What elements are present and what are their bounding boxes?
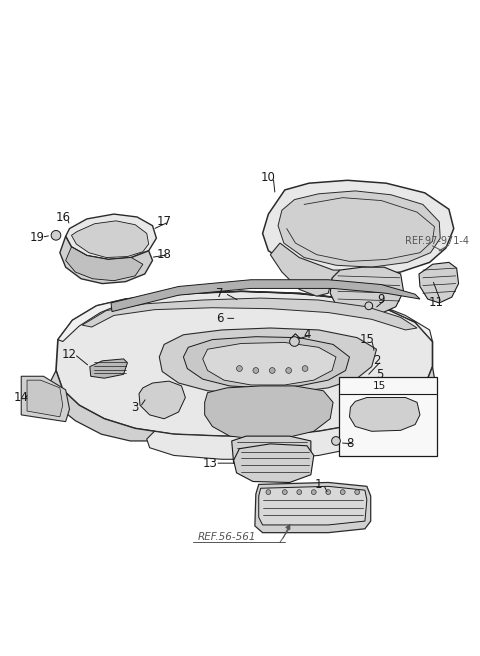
Text: 17: 17 — [156, 215, 172, 228]
Polygon shape — [232, 436, 311, 469]
Text: 16: 16 — [55, 211, 70, 224]
Circle shape — [326, 490, 331, 495]
Polygon shape — [349, 398, 420, 431]
Text: REF.56-561: REF.56-561 — [198, 533, 256, 543]
Text: 11: 11 — [429, 297, 444, 310]
Text: 18: 18 — [156, 248, 171, 261]
Polygon shape — [330, 267, 404, 316]
Polygon shape — [367, 367, 434, 436]
Polygon shape — [66, 247, 143, 281]
Text: 1: 1 — [315, 478, 323, 491]
Polygon shape — [255, 482, 371, 533]
Text: 13: 13 — [203, 457, 218, 470]
Text: 19: 19 — [29, 231, 44, 244]
Circle shape — [237, 365, 242, 371]
Circle shape — [332, 437, 340, 445]
Polygon shape — [21, 377, 70, 422]
Text: REF.97-971-4: REF.97-971-4 — [406, 236, 469, 246]
Polygon shape — [66, 214, 156, 260]
Circle shape — [302, 365, 308, 371]
Text: 3: 3 — [132, 401, 139, 414]
FancyBboxPatch shape — [339, 377, 437, 457]
Circle shape — [282, 490, 287, 495]
Polygon shape — [72, 221, 149, 258]
Text: 15: 15 — [360, 333, 374, 346]
Circle shape — [355, 490, 360, 495]
Text: 15: 15 — [373, 381, 386, 391]
Text: 5: 5 — [376, 368, 383, 381]
Polygon shape — [204, 386, 333, 439]
Polygon shape — [183, 337, 349, 388]
Text: 8: 8 — [346, 438, 353, 451]
Polygon shape — [159, 328, 376, 394]
Polygon shape — [56, 291, 432, 436]
Polygon shape — [278, 191, 440, 267]
Polygon shape — [270, 243, 340, 296]
Circle shape — [340, 490, 345, 495]
Text: 12: 12 — [62, 348, 77, 361]
Circle shape — [297, 490, 302, 495]
Polygon shape — [234, 444, 314, 482]
Text: 14: 14 — [14, 391, 29, 404]
Polygon shape — [419, 262, 458, 303]
Polygon shape — [139, 381, 185, 419]
Circle shape — [269, 367, 275, 373]
Polygon shape — [203, 342, 336, 385]
Polygon shape — [259, 486, 367, 525]
Polygon shape — [58, 291, 432, 342]
Text: 7: 7 — [216, 287, 224, 300]
Circle shape — [286, 367, 291, 373]
Polygon shape — [82, 298, 417, 330]
Circle shape — [365, 302, 372, 310]
Circle shape — [51, 230, 61, 240]
Circle shape — [266, 490, 271, 495]
Polygon shape — [90, 359, 127, 379]
Text: 4: 4 — [303, 328, 311, 341]
Polygon shape — [263, 180, 454, 277]
Circle shape — [253, 367, 259, 373]
Polygon shape — [48, 371, 155, 441]
Polygon shape — [60, 236, 153, 283]
Text: 10: 10 — [261, 171, 276, 184]
Polygon shape — [147, 424, 372, 459]
Text: 2: 2 — [373, 354, 380, 367]
Text: 9: 9 — [378, 293, 385, 306]
Polygon shape — [111, 279, 420, 312]
Polygon shape — [27, 380, 63, 417]
Text: 6: 6 — [216, 312, 224, 325]
Circle shape — [312, 490, 316, 495]
Circle shape — [289, 337, 299, 346]
